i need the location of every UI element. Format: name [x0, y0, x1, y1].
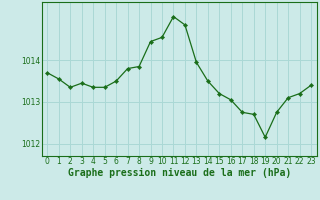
X-axis label: Graphe pression niveau de la mer (hPa): Graphe pression niveau de la mer (hPa): [68, 168, 291, 178]
